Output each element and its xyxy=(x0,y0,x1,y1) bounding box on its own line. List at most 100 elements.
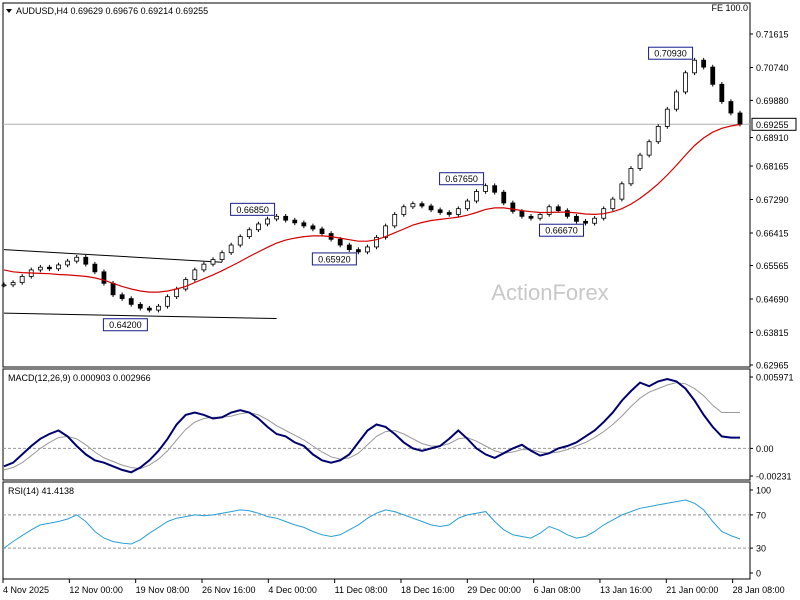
price-y-tick-label-5: 0.68165 xyxy=(756,162,789,172)
candle-body-1 xyxy=(10,282,16,286)
candle-body-34 xyxy=(310,225,316,230)
candle-body-79 xyxy=(719,83,725,102)
price-annotation-box-5 xyxy=(102,318,148,332)
macd-y-tick-label-0: 0.005971 xyxy=(756,373,794,383)
candle-body-78 xyxy=(710,66,716,85)
fe-label: FE 100.0 xyxy=(711,3,748,13)
candle-body-11 xyxy=(101,271,107,284)
candle-body-26 xyxy=(237,236,243,246)
candle-body-6 xyxy=(56,264,61,270)
rsi-y-tick-label-0: 100 xyxy=(756,486,771,496)
candle-body-58 xyxy=(528,215,534,219)
watermark: ActionForex xyxy=(491,280,608,305)
price-pane[interactable] xyxy=(2,2,751,368)
candle-body-14 xyxy=(128,298,134,305)
candle-body-15 xyxy=(137,303,143,309)
candle-body-70 xyxy=(637,154,643,169)
x-tick-label-6: 18 Dec 16:00 xyxy=(401,585,455,595)
price-y-tick-label-2: 0.69880 xyxy=(756,96,789,106)
macd-y-tick-label-2: -0.00231 xyxy=(756,472,792,482)
current-price-label: 0.69255 xyxy=(756,120,789,130)
price-y-tick-label-9: 0.64690 xyxy=(756,294,789,304)
candle-body-18 xyxy=(165,296,170,307)
candle-body-40 xyxy=(365,246,370,253)
price-annotation-label-5: 0.64200 xyxy=(109,320,142,330)
x-tick-label-11: 28 Jan 08:00 xyxy=(733,585,785,595)
candle-body-59 xyxy=(537,214,543,219)
candle-body-54 xyxy=(492,185,498,193)
candle-body-68 xyxy=(619,183,625,200)
price-y-tick-label-4: 0.68910 xyxy=(756,133,789,143)
price-annotation-box-4 xyxy=(539,223,585,237)
price-y-tick-label-0: 0.71615 xyxy=(756,30,789,40)
candle-body-10 xyxy=(92,263,98,273)
x-tick-label-7: 29 Dec 00:00 xyxy=(467,585,521,595)
candle-body-32 xyxy=(292,219,298,224)
candle-body-31 xyxy=(283,215,289,221)
candle-body-28 xyxy=(256,223,261,231)
candle-body-51 xyxy=(465,200,470,210)
candle-body-23 xyxy=(210,259,216,265)
macd-signal-line xyxy=(3,382,740,471)
candle-body-62 xyxy=(564,210,570,217)
x-tick-label-10: 21 Jan 00:00 xyxy=(666,585,718,595)
candle-body-48 xyxy=(437,209,443,213)
candle-body-17 xyxy=(156,305,161,311)
rsi-line xyxy=(3,499,741,549)
macd-title: MACD(12,26,9) 0.000903 0.002966 xyxy=(8,373,151,383)
price-y-tick-label-8: 0.65565 xyxy=(756,261,789,271)
x-tick-label-9: 13 Jan 16:00 xyxy=(600,585,652,595)
candle-body-71 xyxy=(646,141,652,156)
axis-layer: 0.71615 0.70740 0.69880 0.69255 0.68910 0.681… xyxy=(2,30,797,595)
moving-average-line xyxy=(3,123,741,293)
candle-body-45 xyxy=(410,203,416,208)
candle-body-27 xyxy=(246,229,252,238)
candle-body-7 xyxy=(65,260,71,266)
macd-line xyxy=(3,377,740,474)
price-annotation-label-4: 0.66670 xyxy=(545,226,578,236)
trendline-0 xyxy=(3,249,223,263)
price-layer: 0.70930 0.67650 0.66850 0.65920 0.66670 0.642… xyxy=(1,46,750,332)
rsi-y-tick-label-3: 0 xyxy=(756,569,761,579)
price-annotation-box-0 xyxy=(648,46,694,60)
price-y-tick-label-6: 0.67290 xyxy=(756,195,789,205)
x-tick-label-1: 12 Nov 00:00 xyxy=(69,585,123,595)
candle-body-49 xyxy=(446,212,452,215)
price-y-tick-label-10: 0.63815 xyxy=(756,328,789,338)
candle-body-5 xyxy=(47,266,52,270)
candle-body-81 xyxy=(737,112,743,125)
candle-body-61 xyxy=(555,206,561,211)
price-annotation-label-0: 0.70930 xyxy=(654,49,687,59)
candle-body-37 xyxy=(337,238,343,246)
candle-body-52 xyxy=(474,191,479,202)
macd-layer xyxy=(3,377,750,474)
symbol-ohlc-label: AUDUSD,H4 0.69629 0.69676 0.69214 0.6925… xyxy=(16,6,208,16)
rsi-y-tick-label-2: 30 xyxy=(756,544,766,554)
candle-body-9 xyxy=(83,256,89,265)
rsi-title: RSI(14) 41.4138 xyxy=(8,486,74,496)
candle-body-19 xyxy=(174,288,180,298)
candle-body-16 xyxy=(146,307,152,311)
symbol-dropdown-icon[interactable] xyxy=(6,9,12,13)
candle-body-46 xyxy=(419,203,425,207)
candle-body-35 xyxy=(319,228,325,234)
candle-body-39 xyxy=(355,249,361,253)
rsi-layer xyxy=(3,499,750,549)
x-tick-label-0: 4 Nov 2025 xyxy=(3,585,49,595)
candle-body-72 xyxy=(655,126,661,143)
candle-body-0 xyxy=(1,284,7,287)
candle-body-53 xyxy=(483,185,488,192)
candle-body-67 xyxy=(610,198,616,210)
candle-body-13 xyxy=(119,294,125,300)
candle-body-69 xyxy=(628,168,634,185)
candle-body-76 xyxy=(692,59,697,74)
rsi-pane[interactable] xyxy=(2,481,751,580)
candle-body-63 xyxy=(574,215,579,222)
candle-body-65 xyxy=(592,217,598,224)
candle-body-47 xyxy=(428,205,434,211)
x-tick-label-8: 6 Jan 08:00 xyxy=(534,585,581,595)
candle-body-24 xyxy=(219,252,225,260)
x-tick-label-4: 4 Dec 00:00 xyxy=(268,585,317,595)
price-annotation-label-2: 0.66850 xyxy=(236,205,269,215)
